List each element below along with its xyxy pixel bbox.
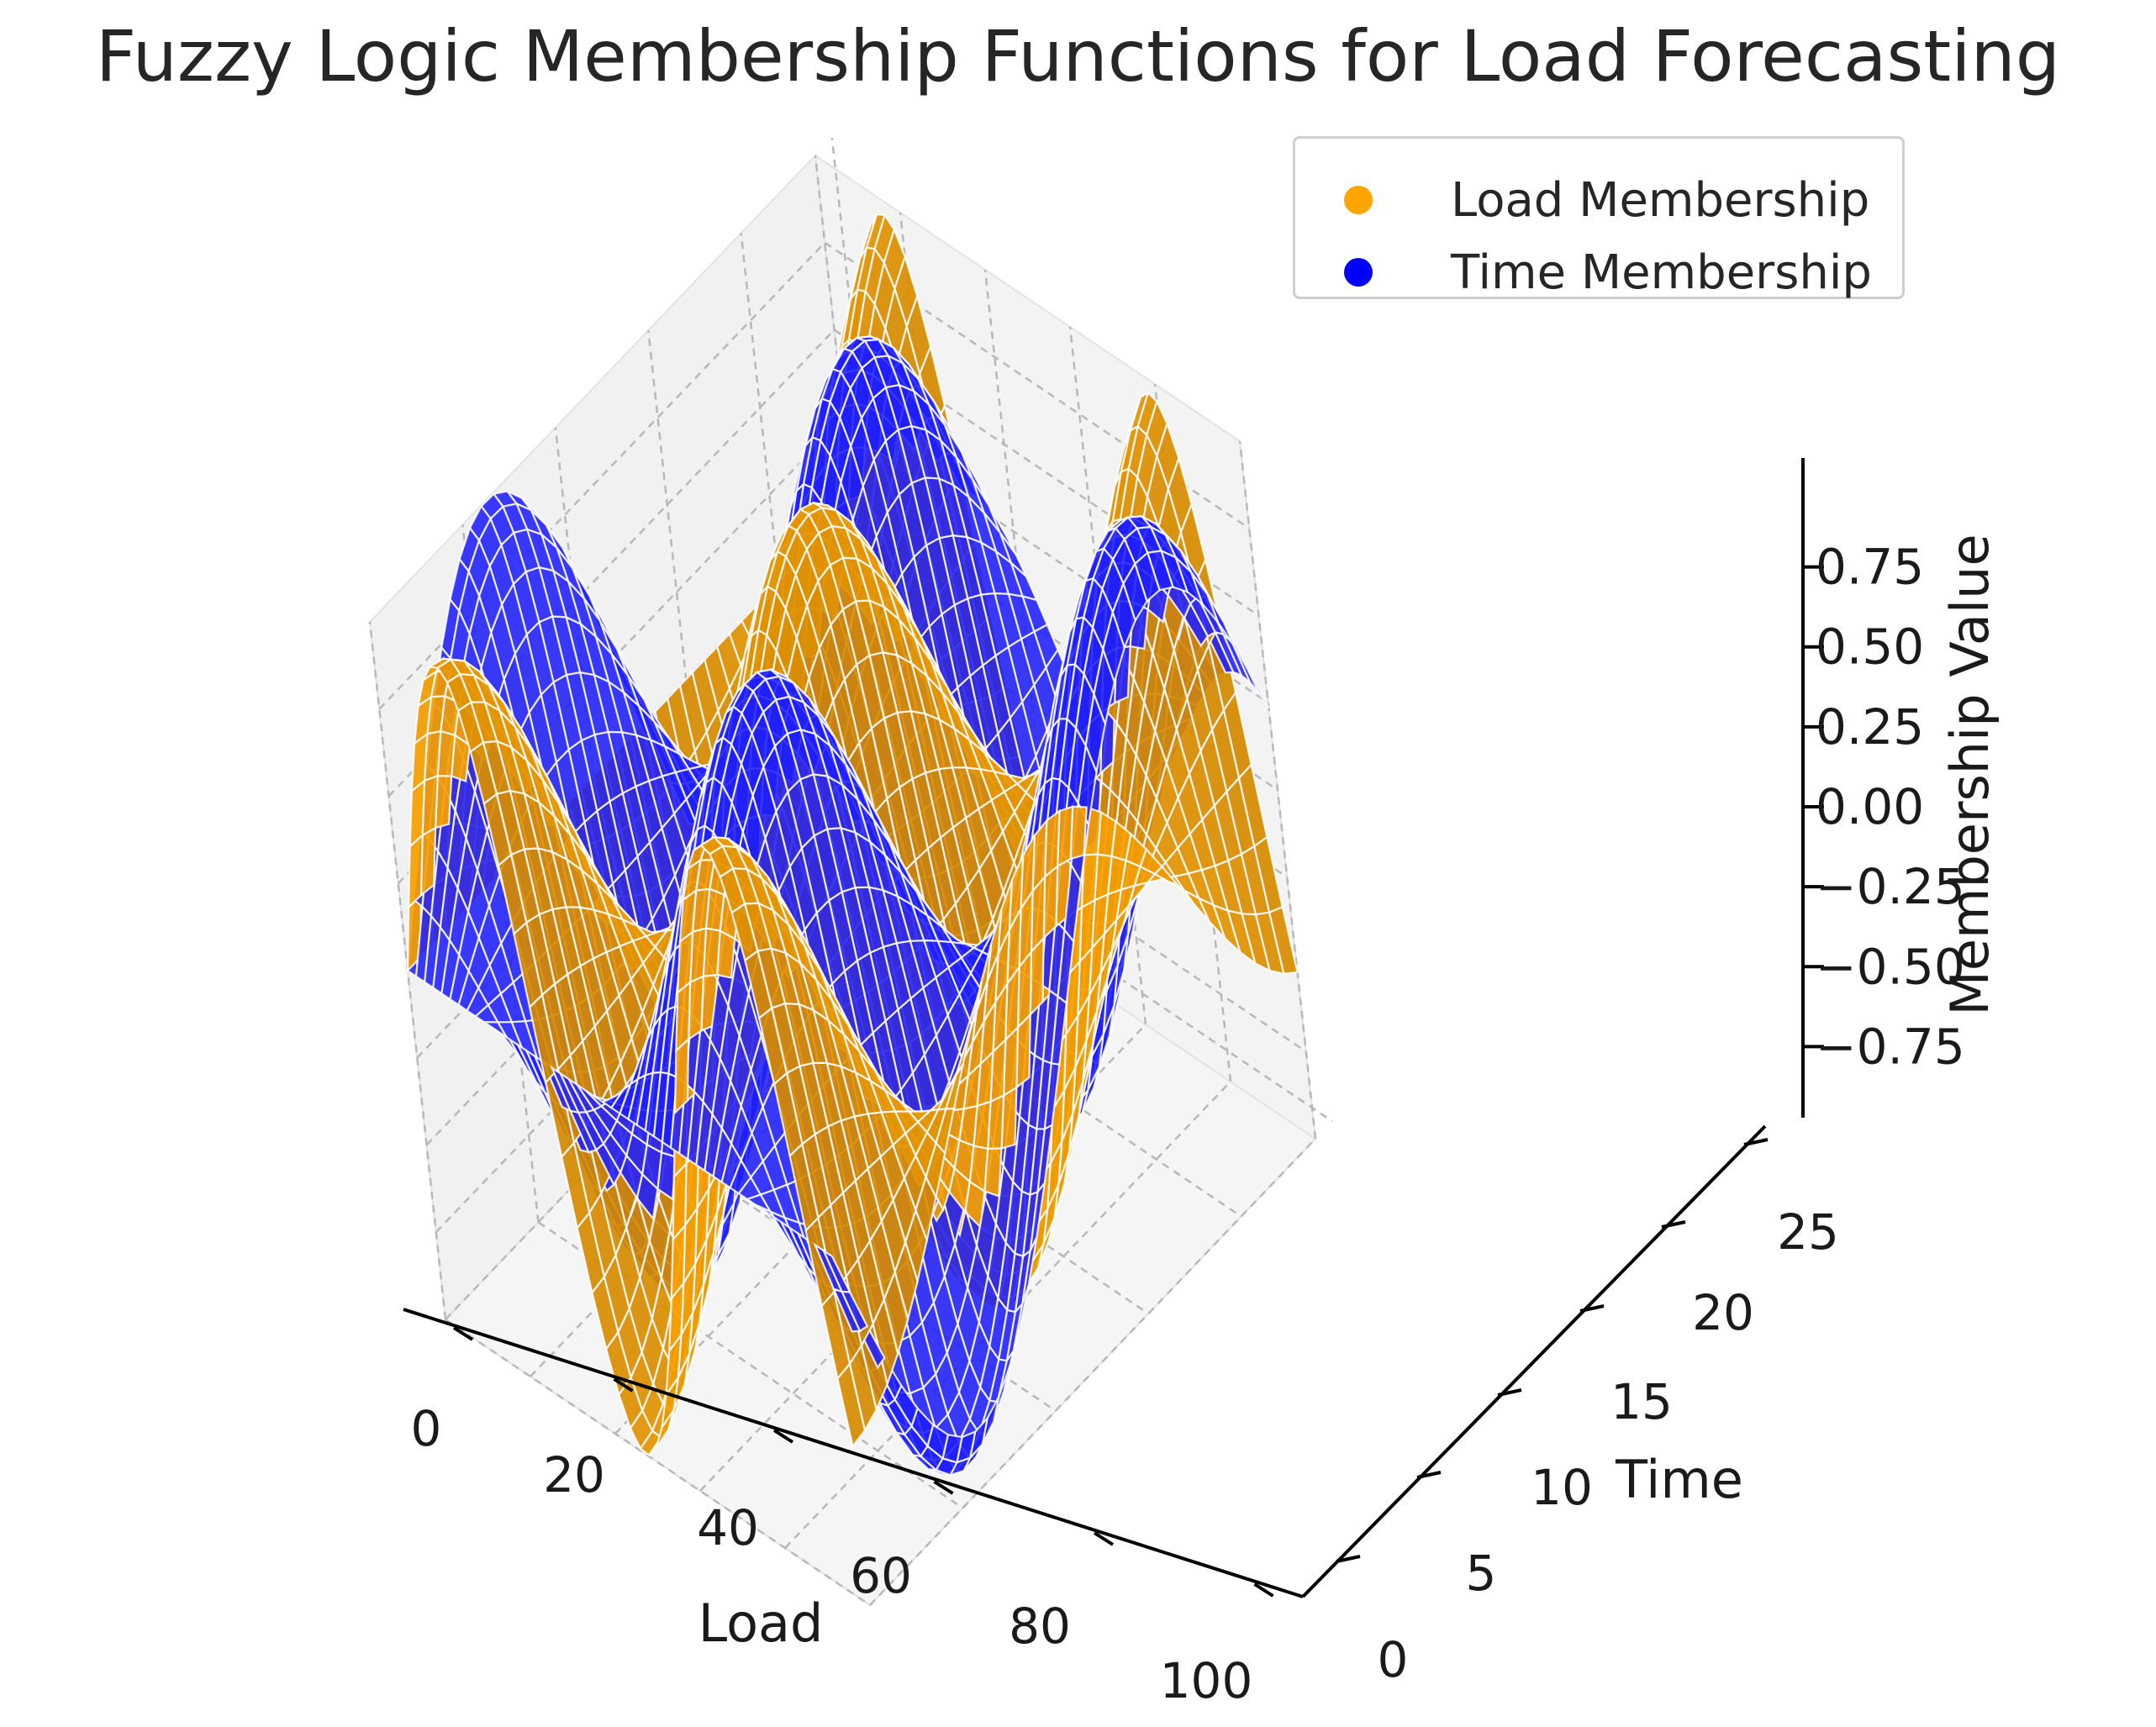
z-tick-label: 0.00 xyxy=(1816,778,1924,835)
y-tick-mark xyxy=(1579,1304,1605,1313)
x-tick-label: 100 xyxy=(1160,1652,1253,1709)
y-tick-label: 25 xyxy=(1777,1203,1839,1261)
x-axis-line xyxy=(403,1308,1304,1598)
y-tick-mark xyxy=(1416,1471,1442,1479)
x-tick-mark xyxy=(1093,1531,1115,1546)
z-tick-label: 0.25 xyxy=(1816,698,1924,756)
y-axis-label: Time xyxy=(1615,1449,1743,1510)
x-axis-label: Load xyxy=(698,1593,824,1654)
y-tick-mark xyxy=(1661,1220,1686,1229)
legend-label-time: Time Membership xyxy=(1451,245,1872,300)
z-tick-label: 0.50 xyxy=(1816,619,1924,676)
x-tick-mark xyxy=(933,1480,954,1495)
x-tick-mark xyxy=(1253,1582,1274,1598)
x-tick-label: 40 xyxy=(697,1499,759,1556)
grid-line-y xyxy=(445,1318,871,1607)
y-tick-mark xyxy=(1743,1138,1769,1146)
y-tick-mark xyxy=(1336,1555,1361,1563)
legend: Load Membership Time Membership xyxy=(1293,136,1905,302)
x-tick-mark xyxy=(452,1326,474,1341)
load-legend-marker xyxy=(1344,186,1373,214)
z-tick-label: −0.75 xyxy=(1816,1018,1965,1075)
surfaces xyxy=(406,213,1299,1477)
y-tick-label: 0 xyxy=(1378,1631,1409,1688)
legend-label-load: Load Membership xyxy=(1451,173,1870,228)
y-tick-label: 10 xyxy=(1531,1459,1593,1516)
z-tick-label: 0.75 xyxy=(1816,539,1924,596)
axes xyxy=(403,458,1824,1598)
z-axis-label: Membership Value xyxy=(1939,534,2000,1015)
y-tick-label: 20 xyxy=(1692,1284,1754,1341)
z-tick-label: −0.25 xyxy=(1816,858,1965,915)
time-surface-patch xyxy=(821,1248,851,1293)
z-tick-label: −0.50 xyxy=(1816,938,1965,995)
y-tick-label: 5 xyxy=(1466,1545,1497,1602)
time-surface-patch xyxy=(1084,690,1106,776)
x-tick-label: 80 xyxy=(1009,1598,1071,1655)
x-tick-label: 0 xyxy=(411,1400,442,1457)
x-tick-mark xyxy=(613,1377,634,1393)
x-tick-label: 60 xyxy=(850,1547,912,1604)
y-axis-line xyxy=(1301,1124,1767,1598)
time-legend-marker xyxy=(1344,258,1373,287)
load-surface-patch xyxy=(445,672,472,713)
chart-title: Fuzzy Logic Membership Functions for Loa… xyxy=(95,15,2061,97)
y-tick-label: 15 xyxy=(1610,1373,1673,1430)
load-surface-patch xyxy=(719,866,746,914)
x-tick-mark xyxy=(772,1429,794,1444)
legend-item-load: Load Membership xyxy=(1295,171,1902,229)
x-tick-label: 20 xyxy=(543,1446,605,1503)
legend-item-time: Time Membership xyxy=(1295,243,1902,302)
y-tick-mark xyxy=(1497,1388,1522,1397)
